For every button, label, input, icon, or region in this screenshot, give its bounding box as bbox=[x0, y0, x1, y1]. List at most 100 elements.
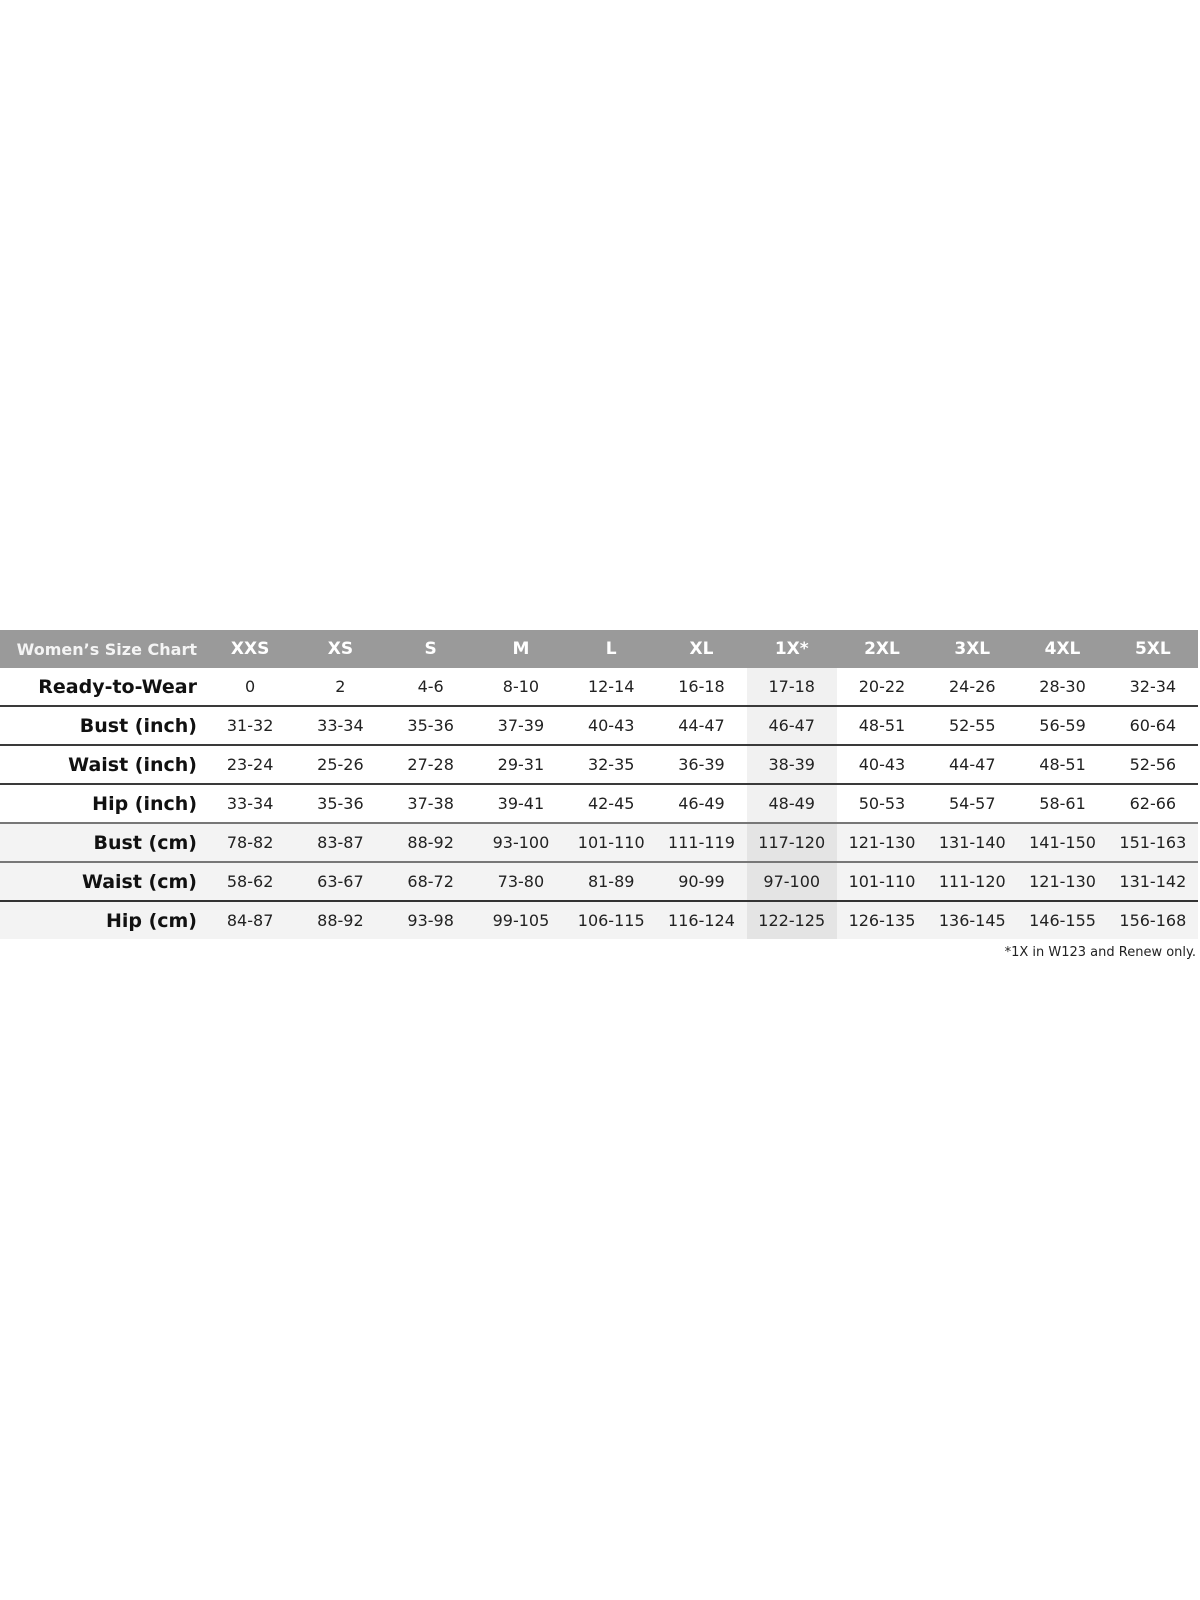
table-cell: 136-145 bbox=[927, 901, 1018, 939]
table-row: Waist (cm) 58-62 63-67 68-72 73-80 81-89 90-99… bbox=[0, 862, 1198, 901]
table-cell: 101-110 bbox=[836, 862, 928, 901]
table-cell: 8-10 bbox=[502, 677, 540, 696]
row-label: Bust (inch) bbox=[79, 714, 197, 737]
table-cell: 17-18 bbox=[746, 668, 837, 706]
table-cell: 90-99 bbox=[656, 862, 747, 901]
table-cell: 116-124 bbox=[656, 901, 747, 939]
column-header-4xl: 4XL bbox=[1017, 630, 1108, 668]
table-cell: 111-120 bbox=[927, 862, 1018, 901]
table-cell: 106-115 bbox=[566, 901, 657, 939]
table-cell: 35-36 bbox=[317, 794, 364, 813]
column-header-l: L bbox=[566, 630, 657, 668]
table-cell: 35-36 bbox=[407, 716, 454, 735]
table-cell: 126-135 bbox=[836, 901, 928, 939]
row-label: Ready-to-Wear bbox=[38, 675, 197, 698]
table-cell: 88-92 bbox=[295, 901, 386, 939]
table-cell: 27-28 bbox=[407, 755, 454, 774]
table-cell: 62-66 bbox=[1129, 794, 1177, 813]
table-cell: 25-26 bbox=[317, 755, 364, 774]
table-cell: 40-43 bbox=[858, 755, 906, 774]
table-cell: 78-82 bbox=[205, 823, 296, 862]
table-cell: 83-87 bbox=[295, 823, 386, 862]
table-cell: 42-45 bbox=[587, 794, 635, 813]
table-cell: 117-120 bbox=[746, 823, 837, 862]
chart-title: Women’s Size Chart bbox=[0, 630, 205, 668]
column-header-5xl: 5XL bbox=[1107, 630, 1198, 668]
table-cell: 48-49 bbox=[746, 784, 837, 823]
table-row: Bust (inch) 31-32 33-34 35-36 37-39 40-43 44-4… bbox=[0, 706, 1198, 745]
table-cell: 50-53 bbox=[858, 794, 906, 813]
table-cell: 121-130 bbox=[836, 823, 928, 862]
header-row: Women’s Size Chart XXS XS S M L XL 1X* 2XL 3XL 4X… bbox=[0, 630, 1198, 668]
table-cell: 44-47 bbox=[949, 755, 996, 774]
row-label: Waist (cm) bbox=[0, 862, 205, 901]
table-cell: 48-51 bbox=[858, 716, 906, 735]
table-cell: 58-62 bbox=[205, 862, 296, 901]
table-cell: 23-24 bbox=[226, 755, 274, 774]
row-label: Hip (cm) bbox=[0, 901, 205, 939]
table-cell: 68-72 bbox=[385, 862, 476, 901]
table-cell: 93-98 bbox=[385, 901, 476, 939]
table-cell: 33-34 bbox=[317, 716, 364, 735]
footnote: *1X in W123 and Renew only. bbox=[1004, 945, 1196, 960]
table-cell: 131-140 bbox=[927, 823, 1018, 862]
table-cell: 84-87 bbox=[205, 901, 296, 939]
table-row: Hip (cm) 84-87 88-92 93-98 99-105 106-115 116-… bbox=[0, 901, 1198, 939]
table-cell: 73-80 bbox=[475, 862, 567, 901]
table-cell: 52-55 bbox=[949, 716, 996, 735]
table-cell: 151-163 bbox=[1107, 823, 1198, 862]
table-cell: 97-100 bbox=[746, 862, 837, 901]
table-cell: 146-155 bbox=[1017, 901, 1108, 939]
table-cell: 31-32 bbox=[226, 716, 274, 735]
column-header-s: S bbox=[385, 630, 476, 668]
column-header-xl: XL bbox=[656, 630, 747, 668]
column-header-2xl: 2XL bbox=[836, 630, 928, 668]
table-cell: 99-105 bbox=[475, 901, 567, 939]
table-cell: 39-41 bbox=[497, 794, 545, 813]
table-cell: 37-39 bbox=[497, 716, 545, 735]
size-chart-table: Women’s Size Chart XXS XS S M L XL 1X* 2XL 3XL 4X… bbox=[0, 630, 1198, 939]
table-cell: 24-26 bbox=[949, 677, 996, 696]
table-cell: 16-18 bbox=[678, 677, 725, 696]
table-row: Bust (cm) 78-82 83-87 88-92 93-100 101-110 111… bbox=[0, 823, 1198, 862]
table-cell: 4-6 bbox=[417, 677, 444, 696]
column-header-m: M bbox=[475, 630, 567, 668]
row-label: Bust (cm) bbox=[0, 823, 205, 862]
table-cell: 101-110 bbox=[566, 823, 657, 862]
table-cell: 28-30 bbox=[1039, 677, 1086, 696]
table-cell: 58-61 bbox=[1039, 794, 1086, 813]
table-cell: 44-47 bbox=[678, 716, 725, 735]
table-cell: 141-150 bbox=[1017, 823, 1108, 862]
column-header-xxs: XXS bbox=[205, 630, 296, 668]
table-cell: 37-38 bbox=[407, 794, 454, 813]
column-header-1x: 1X* bbox=[746, 630, 837, 668]
table-cell: 88-92 bbox=[385, 823, 476, 862]
table-row: Hip (inch) 33-34 35-36 37-38 39-41 42-45 46-49… bbox=[0, 784, 1198, 823]
table-cell: 32-35 bbox=[587, 755, 635, 774]
column-header-3xl: 3XL bbox=[927, 630, 1018, 668]
table-cell: 0 bbox=[245, 677, 256, 696]
table-cell: 36-39 bbox=[678, 755, 725, 774]
table-cell: 63-67 bbox=[295, 862, 386, 901]
table-cell: 93-100 bbox=[475, 823, 567, 862]
column-header-xs: XS bbox=[295, 630, 386, 668]
table-cell: 20-22 bbox=[858, 677, 906, 696]
row-label: Hip (inch) bbox=[92, 792, 197, 815]
table-cell: 111-119 bbox=[656, 823, 747, 862]
table-cell: 60-64 bbox=[1129, 716, 1177, 735]
table-cell: 2 bbox=[335, 677, 346, 696]
table-row: Waist (inch) 23-24 25-26 27-28 29-31 32-35 36-… bbox=[0, 745, 1198, 784]
table-cell: 122-125 bbox=[746, 901, 837, 939]
table-cell: 54-57 bbox=[949, 794, 996, 813]
table-cell: 29-31 bbox=[497, 755, 545, 774]
table-cell: 46-47 bbox=[746, 706, 837, 745]
table-cell: 33-34 bbox=[226, 794, 274, 813]
table-cell: 81-89 bbox=[566, 862, 657, 901]
table-cell: 40-43 bbox=[587, 716, 635, 735]
table-cell: 56-59 bbox=[1039, 716, 1086, 735]
table-cell: 46-49 bbox=[678, 794, 725, 813]
table-cell: 32-34 bbox=[1129, 677, 1177, 696]
table-cell: 48-51 bbox=[1039, 755, 1086, 774]
table-row: Ready-to-Wear 0 2 4-6 8-10 12-14 16-18 17-18 20-… bbox=[0, 668, 1198, 706]
table-cell: 156-168 bbox=[1107, 901, 1198, 939]
